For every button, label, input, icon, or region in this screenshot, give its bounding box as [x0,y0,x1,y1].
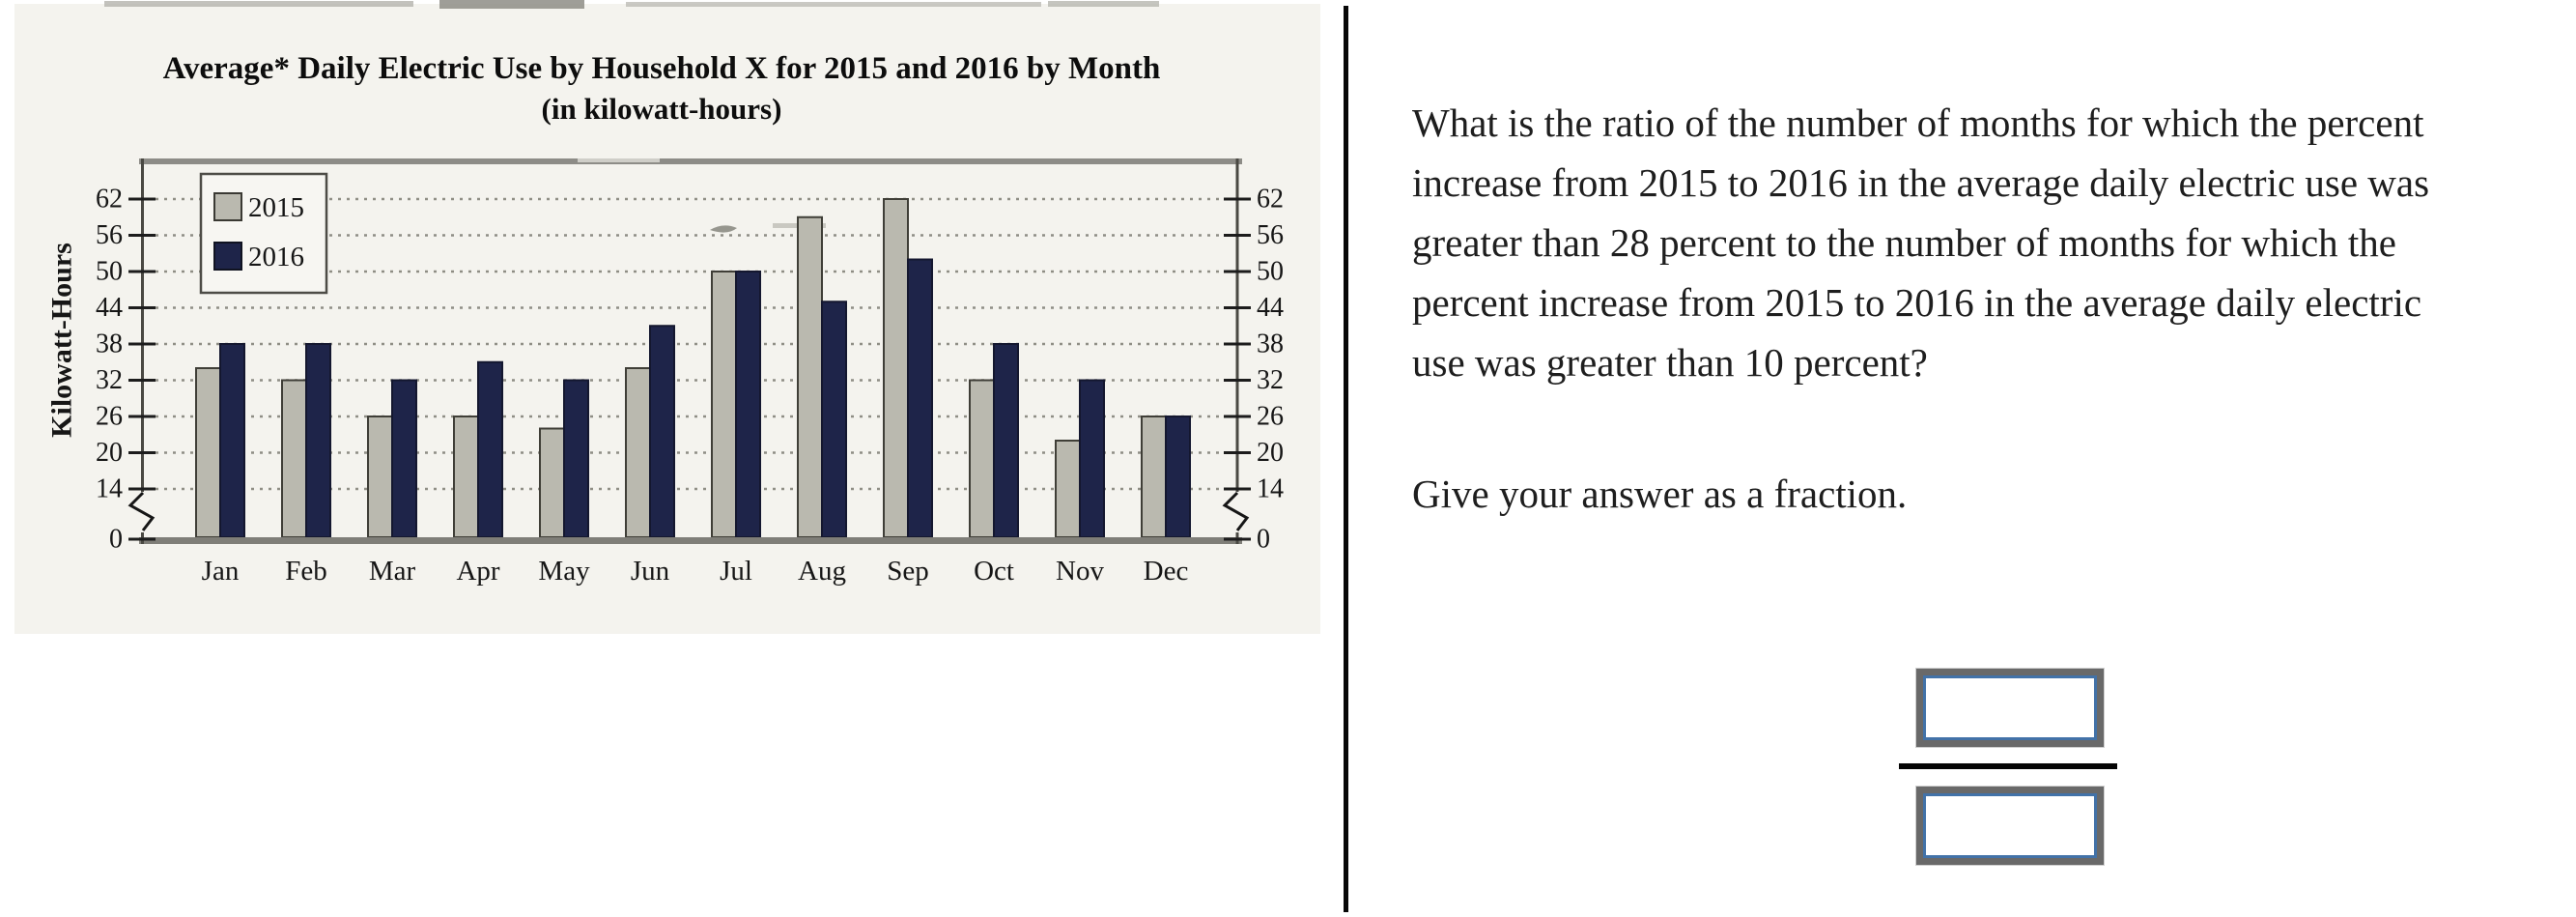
bar-2015-Oct [969,379,995,538]
bar-2015-Sep [883,198,909,538]
y-tick-label-left-32: 32 [96,365,123,395]
y-tick-label-right-32: 32 [1257,365,1284,395]
bar-2016-Jul [735,271,761,538]
scan-smudge [710,225,737,233]
bar-2015-Apr [453,416,479,538]
legend-swatch-2015 [213,192,242,221]
y-tick-label-left-0: 0 [109,525,123,555]
y-tick-label-left-56: 56 [96,220,123,250]
y-tick-label-right-62: 62 [1257,185,1284,215]
question-line-4: percent increase from 2015 to 2016 in th… [1412,280,2422,325]
scan-artifact [104,1,413,7]
numerator-input[interactable] [1923,675,2097,740]
bar-2016-Nov [1079,379,1105,538]
axis-break-left [127,491,156,531]
bar-2015-Nov [1055,440,1081,538]
scan-artifact [1048,1,1159,7]
y-tick-label-left-20: 20 [96,438,123,468]
y-tick-label-right-56: 56 [1257,220,1284,250]
chart-title: Average* Daily Electric Use by Household… [39,48,1285,129]
bar-2015-Dec [1141,416,1167,538]
panel-divider [1344,6,1348,912]
month-label-Aug: Aug [798,556,846,587]
frame-top-gap [578,158,660,162]
chart-title-line1: Average* Daily Electric Use by Household… [162,51,1161,86]
bar-2016-May [563,379,589,538]
bar-2015-May [539,427,565,538]
y-tick-label-right-38: 38 [1257,330,1284,359]
y-tick-label-right-14: 14 [1257,474,1284,504]
month-label-Feb: Feb [285,556,327,587]
bar-2016-Jan [219,343,245,538]
axis-break-right [1222,491,1250,531]
question-line-1: What is the ratio of the number of month… [1412,100,2424,145]
month-label-Apr: Apr [456,556,499,587]
fraction-bar [1899,763,2117,769]
bar-2015-Jul [711,271,737,538]
y-tick-label-left-26: 26 [96,402,123,432]
y-tick-label-right-44: 44 [1257,293,1284,323]
question-line-5: use was greater than 10 percent? [1412,340,1928,385]
bar-2015-Feb [281,379,307,538]
question-text: What is the ratio of the number of month… [1412,93,2571,392]
bar-2016-Sep [907,258,933,538]
denominator-input-frame [1915,786,2105,866]
bar-2015-Aug [797,215,823,538]
month-label-Jun: Jun [631,556,670,587]
month-label-Jan: Jan [202,556,240,587]
y-tick-label-left-38: 38 [96,330,123,359]
y-tick-label-right-26: 26 [1257,402,1284,432]
bar-2016-Aug [821,301,847,538]
question-line-2: increase from 2015 to 2016 in the averag… [1412,160,2430,205]
frame-top [139,158,1242,164]
y-tick-label-right-50: 50 [1257,257,1284,287]
bar-2016-Apr [477,360,503,538]
numerator-input-frame [1915,668,2105,748]
electric-use-bar-chart: Jan Feb Mar Apr May Jun Jul Aug Sep Oct Nov Dec 0 0 14… [46,0,1284,587]
denominator-input[interactable] [1923,793,2097,858]
y-tick-label-left-14: 14 [96,474,123,504]
y-tick-label-right-20: 20 [1257,438,1284,468]
bar-2015-Jan [195,367,221,538]
month-label-Sep: Sep [887,556,929,587]
scan-artifact [439,0,584,9]
month-label-Oct: Oct [974,556,1014,587]
bar-2016-Jun [649,325,675,538]
frame-bottom [139,537,1242,544]
month-label-Dec: Dec [1144,556,1189,587]
legend-label-2015: 2015 [248,192,304,223]
y-tick-label-left-62: 62 [96,185,123,215]
bar-2015-Mar [367,416,393,538]
y-tick-label-right-0: 0 [1257,525,1270,555]
legend-swatch-2016 [213,242,242,271]
scan-artifact [626,2,1041,7]
chart-title-line2: (in kilowatt-hours) [541,92,782,126]
y-tick-label-left-50: 50 [96,257,123,287]
legend-label-2016: 2016 [248,242,304,272]
question-line-3: greater than 28 percent to the number of… [1412,220,2396,265]
month-label-May: May [538,556,590,587]
month-label-Jul: Jul [720,556,752,587]
bar-2016-Feb [305,343,331,538]
month-label-Nov: Nov [1056,556,1104,587]
answer-instruction: Give your answer as a fraction. [1412,472,1908,516]
month-label-Mar: Mar [369,556,416,587]
bar-2016-Mar [391,379,417,538]
bar-2016-Dec [1165,416,1191,538]
y-tick-label-left-44: 44 [96,293,123,323]
bar-2015-Jun [625,367,651,538]
y-axis-title: Kilowatt-Hours [46,243,78,438]
bar-2016-Oct [993,343,1019,538]
